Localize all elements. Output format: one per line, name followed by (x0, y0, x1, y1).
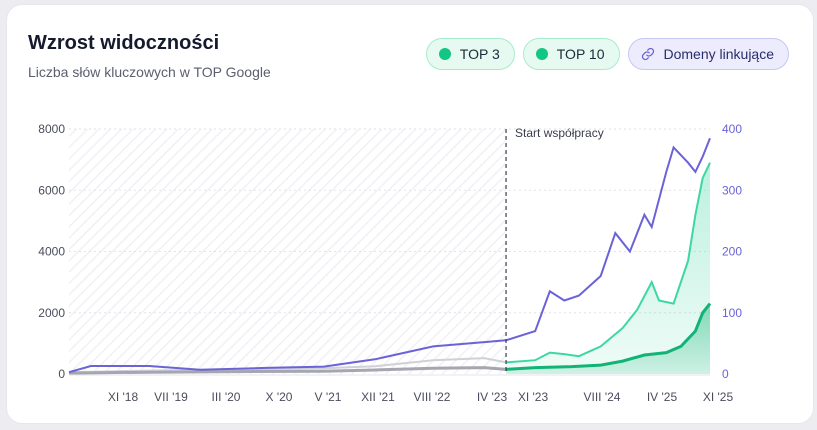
y-right-tick-label: 0 (722, 367, 729, 381)
y-left-tick-label: 4000 (38, 245, 65, 259)
y-left-tick-label: 6000 (38, 183, 65, 197)
legend-toggle-top10[interactable]: TOP 10 (522, 38, 620, 70)
green-dot-icon (438, 48, 451, 60)
top10-line-before (68, 357, 507, 374)
legend-toggle-top3[interactable]: TOP 3 (425, 38, 515, 70)
legend-label-linking-domains: Domeny linkujące (663, 46, 775, 62)
x-tick-label: XI '18 (108, 390, 139, 404)
x-tick-label: VII '19 (154, 390, 188, 404)
chart-subtitle: Liczba słów kluczowych w TOP Google (28, 64, 271, 80)
green-dot-icon (535, 48, 548, 60)
y-left-tick-label: 8000 (38, 122, 65, 136)
x-tick-label: XI '23 (518, 390, 549, 404)
link-icon (641, 47, 655, 61)
y-right-tick-label: 300 (722, 183, 742, 197)
y-right-tick-label: 100 (722, 306, 742, 320)
x-tick-label: III '20 (212, 390, 241, 404)
x-tick-label: XII '21 (361, 390, 395, 404)
linking-domains-line (68, 137, 711, 374)
x-tick-label: VIII '22 (414, 390, 451, 404)
top10-line (505, 162, 711, 364)
legend-toggle-linking-domains[interactable]: Domeny linkujące (627, 38, 789, 70)
x-tick-label: IV '25 (647, 390, 678, 404)
y-right-tick-label: 400 (722, 122, 742, 136)
top3-area (506, 303, 710, 374)
x-tick-label: XI '25 (703, 390, 734, 404)
x-tick-label: VIII '24 (584, 390, 621, 404)
y-left-tick-label: 0 (58, 367, 65, 381)
pre-cooperation-hatch (69, 129, 507, 374)
cooperation-start-label: Start współpracy (515, 126, 604, 140)
y-left-tick-label: 2000 (38, 306, 65, 320)
chart-card: Wzrost widoczności Liczba słów kluczowyc… (6, 4, 814, 424)
chart-legend: TOP 3 TOP 10 Domeny linkujące (425, 38, 789, 70)
legend-label-top3: TOP 3 (459, 46, 500, 62)
x-tick-label: V '21 (315, 390, 342, 404)
visibility-chart: 0 2000 4000 6000 8000 0 100 200 300 400 XI '18 VII … (38, 122, 742, 404)
top3-line (505, 302, 712, 371)
top10-area (506, 162, 710, 374)
x-tick-label: X '20 (266, 390, 293, 404)
chart-title: Wzrost widoczności (28, 32, 220, 54)
x-tick-label: IV '23 (477, 390, 508, 404)
legend-label-top10: TOP 10 (556, 46, 605, 62)
top3-line-before (68, 366, 507, 375)
y-right-tick-label: 200 (722, 245, 742, 259)
